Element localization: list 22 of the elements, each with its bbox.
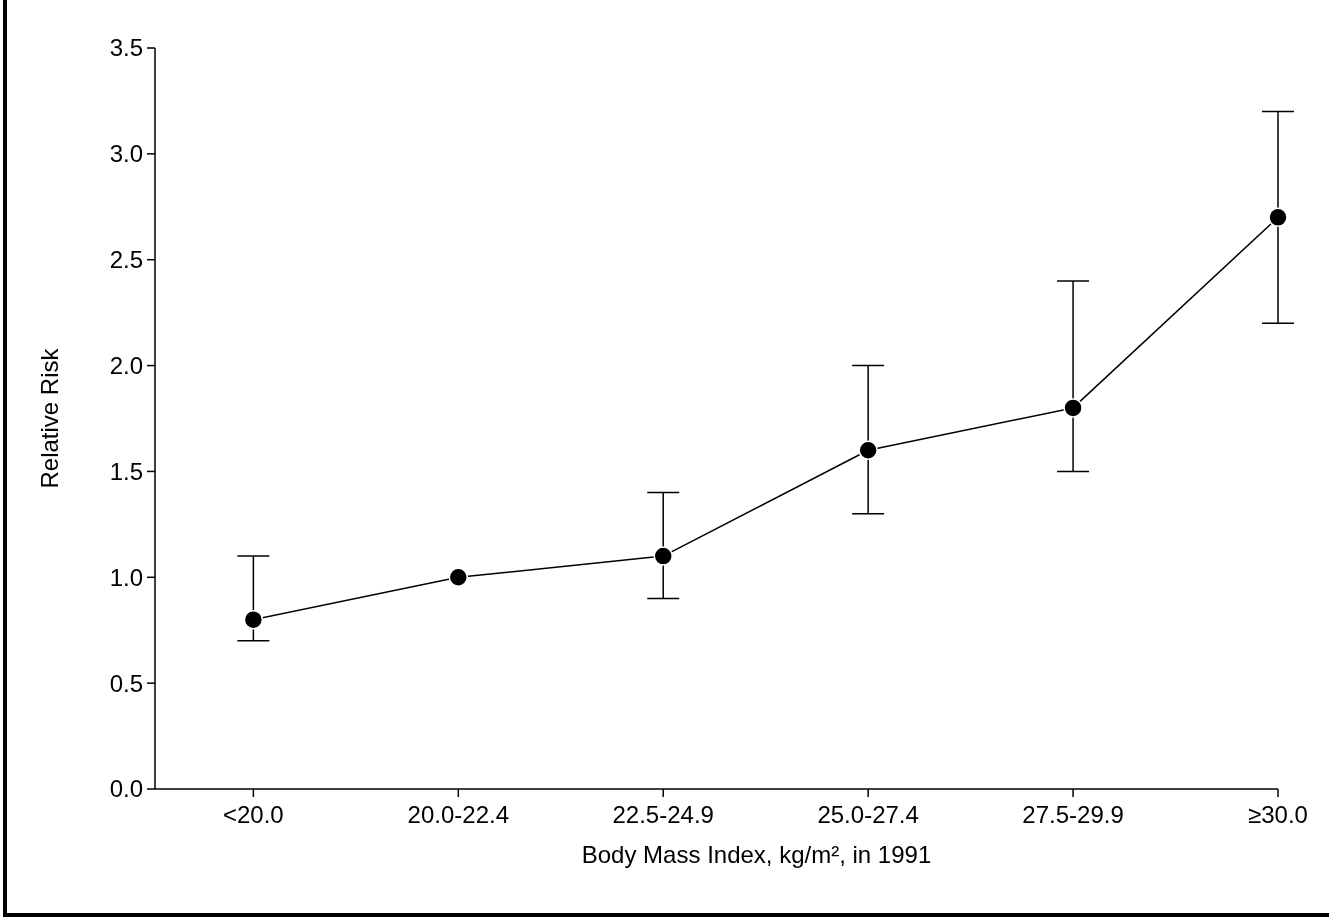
y-tick-label: 3.5: [109, 34, 143, 62]
point: [1063, 398, 1083, 418]
y-tick-label: 1.0: [109, 563, 143, 591]
point: [1268, 207, 1288, 228]
y-tick-label: 1.5: [109, 457, 143, 485]
x-tick-label: ≥30.0: [1248, 801, 1308, 828]
y-tick-label: 2.0: [109, 351, 143, 379]
y-tick-label: 2.5: [109, 246, 143, 274]
x-tick-label: 27.5-29.9: [1022, 801, 1124, 828]
point: [653, 546, 673, 566]
y-tick-label: 0.0: [109, 775, 143, 803]
x-tick-label: 25.0-27.4: [817, 801, 919, 828]
x-tick-label: <20.0: [223, 801, 284, 828]
x-tick-label: 20.0-22.4: [407, 801, 509, 828]
point: [243, 609, 264, 630]
y-tick-label: 0.5: [109, 669, 143, 697]
y-tick-label: 3.0: [109, 140, 143, 168]
point: [448, 567, 469, 588]
x-tick-label: 22.5-24.9: [612, 801, 714, 828]
point: [858, 440, 878, 461]
y-axis-title: Relative Risk: [36, 347, 63, 489]
x-axis-title: Body Mass Index, kg/m², in 1991: [581, 841, 932, 868]
